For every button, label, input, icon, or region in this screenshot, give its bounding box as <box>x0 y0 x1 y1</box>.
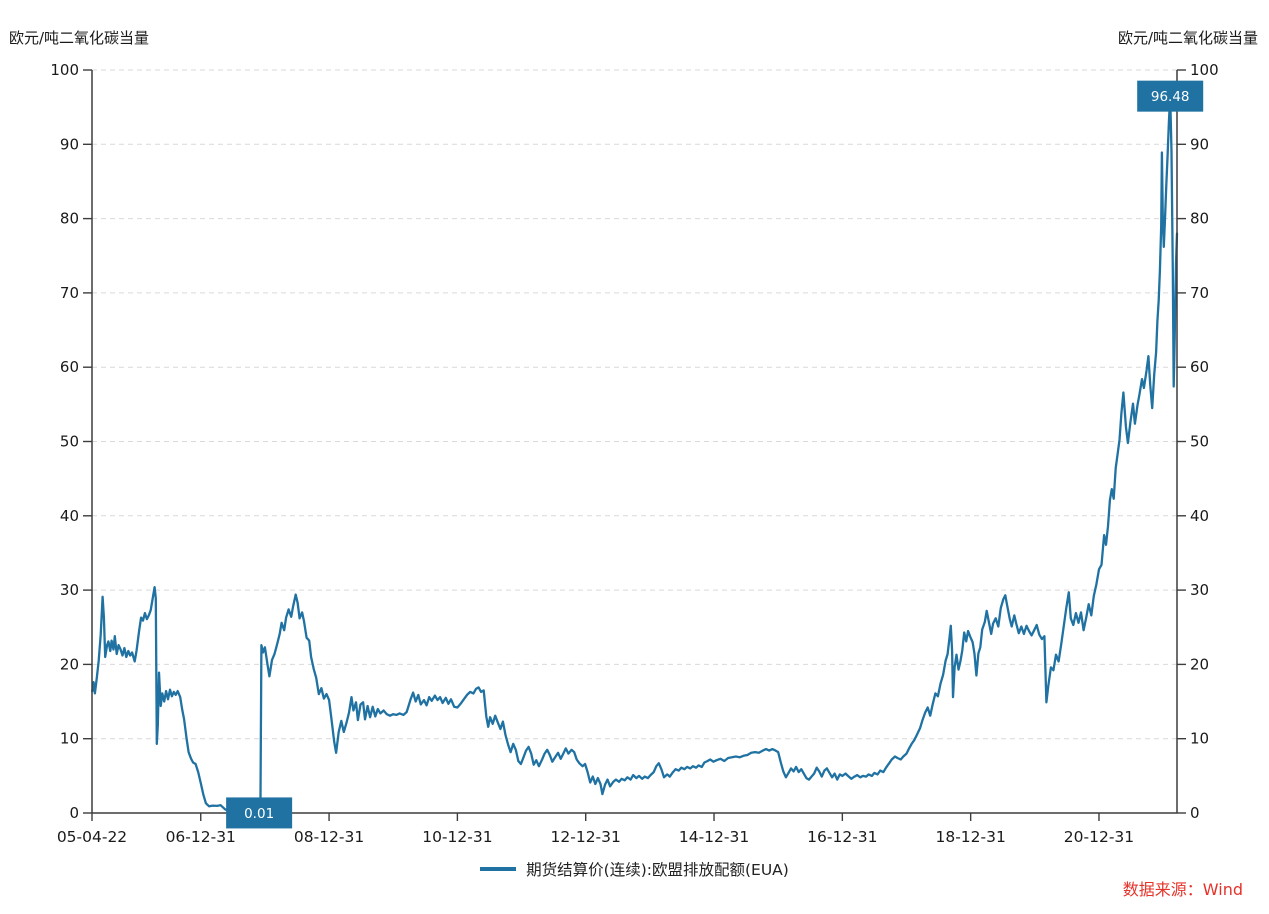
y-tick-label-left: 50 <box>60 433 79 451</box>
y-tick-label-right: 10 <box>1190 730 1209 748</box>
y-tick-label-right: 90 <box>1190 135 1209 153</box>
y-tick-label-left: 40 <box>60 507 79 525</box>
x-tick-label: 20-12-31 <box>1064 828 1134 846</box>
annotation-label: 0.01 <box>244 806 274 822</box>
annotation-box <box>226 797 293 829</box>
x-tick-label: 05-04-22 <box>57 828 127 846</box>
x-tick-labels: 05-04-22 06-12-31 08-12-31 10-12-31 12-12-31… <box>57 813 1134 846</box>
x-tick-label: 18-12-31 <box>935 828 1005 846</box>
y-tick-label-right: 30 <box>1190 581 1209 599</box>
y-tick-label-right: 60 <box>1190 358 1209 376</box>
y-tick-label-left: 20 <box>60 655 79 673</box>
y-tick-label-left: 90 <box>60 135 79 153</box>
y-tick-label-left: 70 <box>60 284 79 302</box>
y-tick-label-right: 20 <box>1190 655 1209 673</box>
y-tick-label-right: 50 <box>1190 433 1209 451</box>
x-tick-label: 08-12-31 <box>294 828 364 846</box>
annotations: 0.01 96.48 <box>226 80 1204 829</box>
y-tick-label-right: 80 <box>1190 210 1209 228</box>
y-tick-label-right: 70 <box>1190 284 1209 302</box>
y-tick-label-left: 0 <box>69 804 79 822</box>
gridlines <box>92 69 1177 740</box>
y-tick-label-left: 80 <box>60 210 79 228</box>
x-tick-label: 12-12-31 <box>551 828 621 846</box>
y-tick-label-left: 60 <box>60 358 79 376</box>
x-tick-label: 10-12-31 <box>422 828 492 846</box>
annotation-box <box>1137 80 1204 112</box>
y-tick-labels: 0 0 10 10 20 20 30 30 40 40 50 50 60 60 70 70 80 80 90 90 10… <box>50 61 1218 822</box>
y-axis-unit-right: 欧元/吨二氧化碳当量 <box>1117 29 1258 47</box>
legend-series-label: 期货结算价(连续):欧盟排放配额(EUA) <box>526 861 789 879</box>
y-tick-label-right: 0 <box>1190 804 1200 822</box>
y-tick-label-left: 100 <box>50 61 79 79</box>
x-tick-label: 14-12-31 <box>679 828 749 846</box>
x-tick-label: 16-12-31 <box>807 828 877 846</box>
x-tick-label: 06-12-31 <box>166 828 236 846</box>
y-tick-label-right: 100 <box>1190 61 1219 79</box>
y-tick-label-left: 10 <box>60 730 79 748</box>
y-axis-unit-left: 欧元/吨二氧化碳当量 <box>9 29 150 47</box>
series-line <box>91 95 1179 815</box>
annotation-label: 96.48 <box>1151 89 1190 105</box>
legend: 期货结算价(连续):欧盟排放配额(EUA) <box>0 858 1269 880</box>
y-tick-label-left: 30 <box>60 581 79 599</box>
data-source-note: 数据来源：Wind <box>1122 880 1243 899</box>
legend-line-swatch-icon <box>480 867 517 871</box>
y-tick-label-right: 40 <box>1190 507 1209 525</box>
